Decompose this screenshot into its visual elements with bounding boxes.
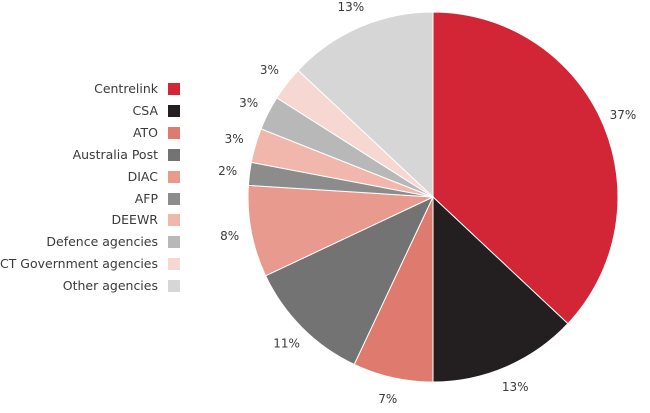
legend-swatch (168, 126, 180, 139)
pie-slice-other-agencies (297, 11, 434, 199)
legend-swatch (168, 83, 180, 95)
legend-swatch (168, 192, 180, 205)
slice-label: 13% (337, 0, 364, 14)
slice-label: 7% (378, 392, 397, 406)
slice-label: 8% (220, 229, 239, 243)
pie-slice-australia-post (264, 195, 435, 366)
legend-swatch (168, 148, 180, 161)
legend-label: DEEWR (111, 212, 158, 228)
legend-item: DEEWR (0, 211, 190, 233)
legend-label: AFP (134, 190, 158, 206)
legend-swatch (168, 280, 180, 293)
slice-label: 3% (260, 63, 279, 77)
legend-item: Defence agencies (0, 233, 190, 255)
legend-item: ATO (0, 124, 190, 146)
slice-label: 13% (502, 380, 529, 394)
legend-label: Centrelink (94, 81, 158, 96)
legend-label: ATO (132, 124, 158, 140)
slice-label: 3% (239, 96, 258, 110)
slice-label: 11% (273, 336, 300, 350)
legend-swatch (168, 258, 180, 271)
legend-item: Centrelink (0, 80, 190, 102)
slice-label: 37% (610, 108, 637, 122)
legend-label: DIAC (127, 168, 158, 184)
pie-slice-csa (432, 195, 569, 383)
legend-swatch (168, 214, 180, 227)
legend-swatch (168, 104, 180, 117)
legend-item: AFP (0, 190, 190, 212)
legend-swatch (168, 236, 180, 249)
legend-label: CSA (132, 102, 158, 118)
slice-label: 2% (218, 164, 237, 178)
legend-label: ACT Government agencies (0, 256, 158, 272)
legend-item: DIAC (0, 168, 190, 190)
legend-label: Australia Post (72, 146, 158, 162)
legend-item: CSA (0, 102, 190, 124)
legend-item: Other agencies (0, 277, 190, 299)
pie-slice-diac (247, 184, 434, 277)
legend-item: Australia Post (0, 146, 190, 168)
legend-label: Other agencies (62, 278, 158, 294)
slice-label: 3% (225, 132, 244, 146)
legend-swatch (168, 170, 180, 183)
pie-slice-centrelink (432, 11, 619, 325)
legend-label: Defence agencies (46, 234, 158, 250)
legend-item: ACT Government agencies (0, 255, 190, 277)
